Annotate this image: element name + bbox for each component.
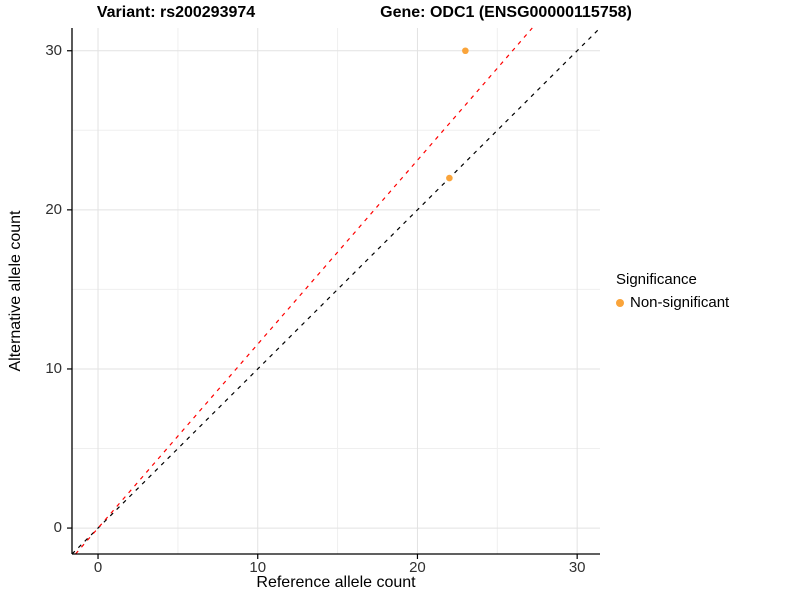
legend-item-label: Non-significant <box>630 294 730 311</box>
gene-title: Gene: ODC1 (ENSG00000115758) <box>380 4 632 21</box>
y-tick-label: 10 <box>45 359 62 377</box>
non-significant-point-icon <box>616 298 624 307</box>
alt-ref-ratio-line <box>75 27 533 555</box>
y-tick-label: 30 <box>45 41 62 59</box>
x-tick-label: 30 <box>568 559 586 576</box>
y-tick-label: 20 <box>45 200 62 218</box>
x-tick-label: 10 <box>249 559 267 576</box>
x-axis-title: Reference allele count <box>256 574 416 591</box>
x-tick-label: 20 <box>409 559 426 576</box>
data-point <box>446 174 453 182</box>
legend-title: Significance <box>616 271 697 288</box>
legend: Significance Non-significant <box>616 271 729 311</box>
data-point <box>462 47 469 55</box>
y-tick-label: 0 <box>53 519 62 537</box>
y-axis-title: Alternative allele count <box>7 210 24 372</box>
legend-item-non-significant: Non-significant <box>616 294 729 311</box>
x-tick-label: 0 <box>93 559 103 576</box>
variant-title: Variant: rs200293974 <box>96 4 256 21</box>
identity-line <box>71 27 601 555</box>
